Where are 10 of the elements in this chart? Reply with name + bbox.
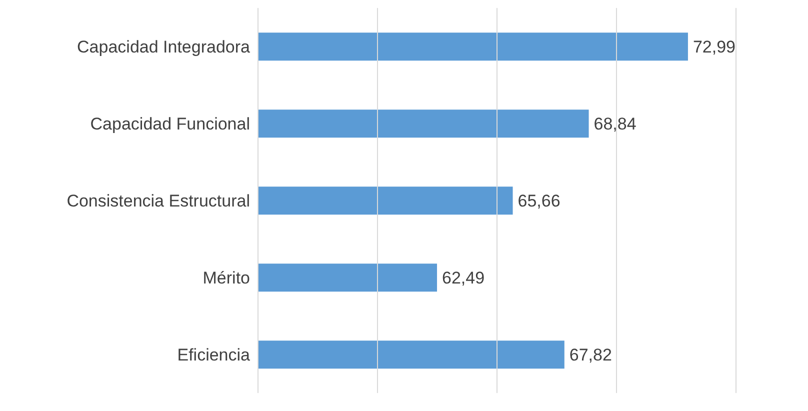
data-label: 68,84 <box>594 114 636 134</box>
y-tick-label: Capacidad Integradora <box>77 38 251 57</box>
data-label: 65,66 <box>518 192 560 211</box>
y-tick-label: Consistencia Estructural <box>66 192 250 211</box>
data-label: 72,99 <box>692 38 736 57</box>
y-tick-label: Eficiencia <box>177 346 251 365</box>
y-tick-label: Mérito <box>202 268 250 288</box>
y-tick-label: Capacidad Funcional <box>90 114 250 134</box>
data-label: 62,49 <box>442 268 485 288</box>
data-label: 67,82 <box>569 346 612 365</box>
